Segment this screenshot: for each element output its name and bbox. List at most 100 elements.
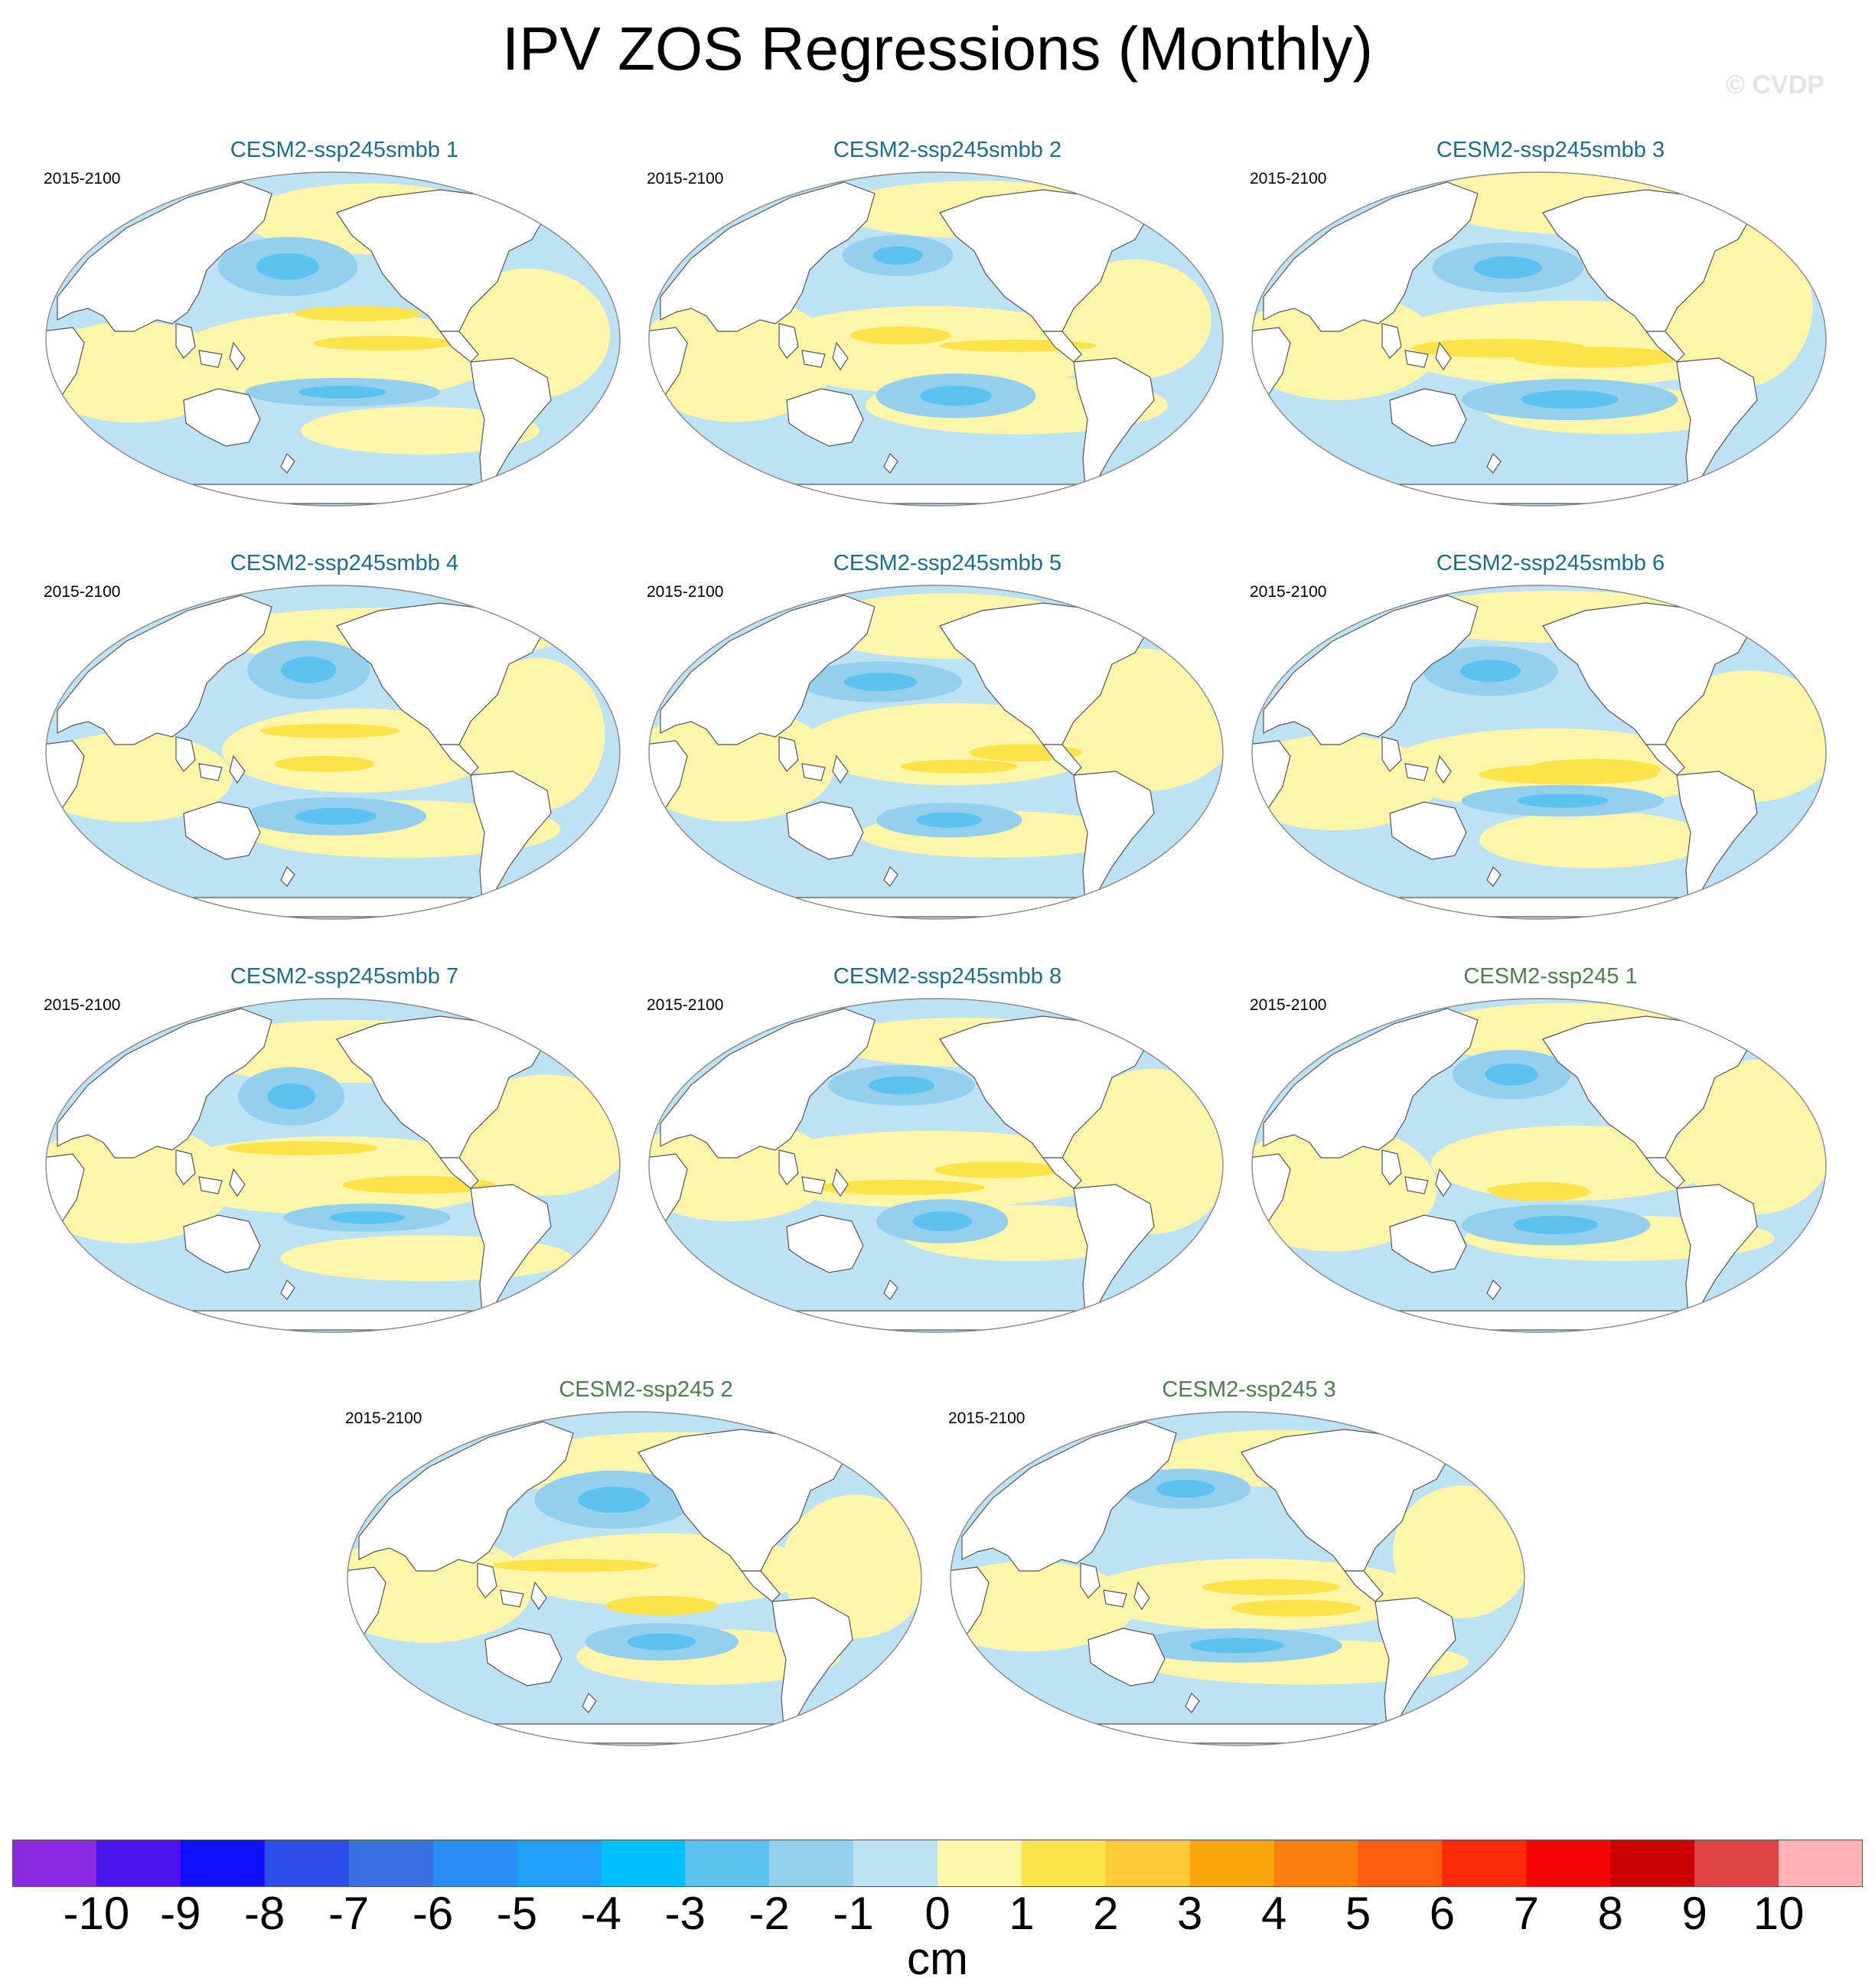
world-map <box>1251 171 1827 507</box>
positive-anomaly-core <box>225 1141 378 1155</box>
landmass <box>801 1176 826 1194</box>
landmass <box>1645 744 1685 776</box>
landmass <box>1645 331 1685 363</box>
map-outline <box>45 585 621 920</box>
landmass <box>1404 1176 1429 1194</box>
map-panel: CESM2-ssp245 3 2015-2100 <box>947 1377 1551 1791</box>
map-outline <box>347 1411 922 1746</box>
landmass <box>1103 172 1175 202</box>
colorbar-swatch <box>1442 1840 1527 1887</box>
landmass <box>883 865 898 887</box>
world-map <box>648 171 1224 507</box>
colorbar-swatch <box>769 1840 854 1887</box>
landmass <box>1293 897 1785 917</box>
landmass <box>1404 350 1429 368</box>
colorbar-swatch <box>12 1840 97 1887</box>
colorbar-swatch <box>1273 1840 1359 1887</box>
negative-anomaly-core <box>916 812 983 828</box>
landmass <box>87 1310 579 1331</box>
world-map <box>1251 998 1827 1333</box>
panel-period: 2015-2100 <box>948 1410 1026 1427</box>
positive-anomaly-region <box>155 1136 517 1215</box>
colorbar-swatch <box>1358 1840 1443 1887</box>
landmass <box>1073 357 1155 490</box>
map-outline <box>648 998 1224 1333</box>
landmass <box>1073 1184 1155 1316</box>
world-map <box>1251 585 1827 920</box>
positive-anomaly-region <box>649 707 836 822</box>
landmass <box>1486 865 1502 887</box>
panel-period: 2015-2100 <box>345 1410 422 1427</box>
map-outline <box>1251 585 1827 920</box>
landmass <box>439 331 479 363</box>
landmass <box>778 323 799 359</box>
colorbar-swatch <box>685 1840 770 1887</box>
colorbar-tick-label: -10 <box>63 1888 130 1939</box>
map-outline <box>45 171 621 507</box>
panel-period: 2015-2100 <box>44 170 121 187</box>
colorbar-swatch <box>264 1840 350 1887</box>
positive-anomaly-core <box>274 755 375 773</box>
colorbar-tick-label: 0 <box>924 1888 951 1939</box>
positive-anomaly-region <box>755 305 1106 394</box>
world-map <box>347 1411 922 1746</box>
negative-anomaly-core <box>1189 1638 1285 1654</box>
landmass <box>1389 388 1467 447</box>
landmass <box>801 350 826 368</box>
landmass <box>280 1279 295 1300</box>
landmass <box>229 754 246 784</box>
landmass <box>786 388 864 447</box>
colorbar-tick-label: -9 <box>160 1888 201 1939</box>
landmass <box>1381 1149 1402 1185</box>
landmass <box>1389 1214 1467 1273</box>
world-map <box>45 998 621 1333</box>
colorbar-tick-label: -7 <box>328 1888 370 1939</box>
landmass <box>961 1421 1177 1572</box>
positive-anomaly-core <box>1513 347 1680 368</box>
landmass <box>1676 357 1758 490</box>
landmass <box>484 1628 562 1687</box>
landmass <box>389 1723 880 1744</box>
landmass <box>1103 1589 1127 1608</box>
landmass <box>1435 341 1452 371</box>
watermark: © CVDP <box>1726 70 1824 99</box>
negative-anomaly-core <box>1460 660 1521 683</box>
colorbar-tick-label: 1 <box>1009 1888 1035 1939</box>
landmass <box>1185 1692 1200 1713</box>
map-panel: CESM2-ssp245smbb 2 2015-2100 <box>645 138 1250 551</box>
landmass <box>1706 585 1778 615</box>
landmass <box>1293 484 1785 504</box>
colorbar-swatch <box>938 1840 1022 1887</box>
positive-anomaly-core <box>1231 1599 1361 1617</box>
positive-anomaly-region <box>301 406 540 455</box>
landmass <box>1088 1628 1166 1687</box>
landmass <box>832 341 849 371</box>
landmass <box>832 1168 849 1198</box>
colorbar-swatch <box>601 1840 686 1887</box>
landmass <box>1676 771 1758 903</box>
panel-title: CESM2-ssp245smbb 7 <box>230 964 459 989</box>
negative-anomaly-core <box>295 807 377 826</box>
colorbar-swatch <box>853 1840 938 1887</box>
positive-anomaly-core <box>342 1175 495 1194</box>
landmass <box>175 323 196 359</box>
positive-anomaly-region <box>174 311 496 401</box>
panel-period: 2015-2100 <box>647 583 724 601</box>
colorbar-tick-label: -4 <box>580 1888 622 1939</box>
colorbar-tick-label: -2 <box>748 1888 790 1939</box>
landmass <box>530 1581 547 1611</box>
landmass <box>470 357 552 490</box>
landmass <box>786 1214 864 1273</box>
map-outline <box>950 1411 1525 1746</box>
landmass <box>175 736 196 772</box>
panel-title: CESM2-ssp245smbb 3 <box>1436 138 1665 162</box>
landmass <box>778 1149 799 1185</box>
landmass <box>57 1008 272 1159</box>
landmass <box>1080 1563 1101 1599</box>
landmass <box>1103 585 1175 615</box>
colorbar-units: cm <box>907 1933 968 1984</box>
map-outline <box>45 998 621 1333</box>
map-panel: CESM2-ssp245smbb 8 2015-2100 <box>645 964 1250 1377</box>
landmass <box>470 1184 552 1316</box>
negative-anomaly-core <box>1485 1063 1538 1086</box>
